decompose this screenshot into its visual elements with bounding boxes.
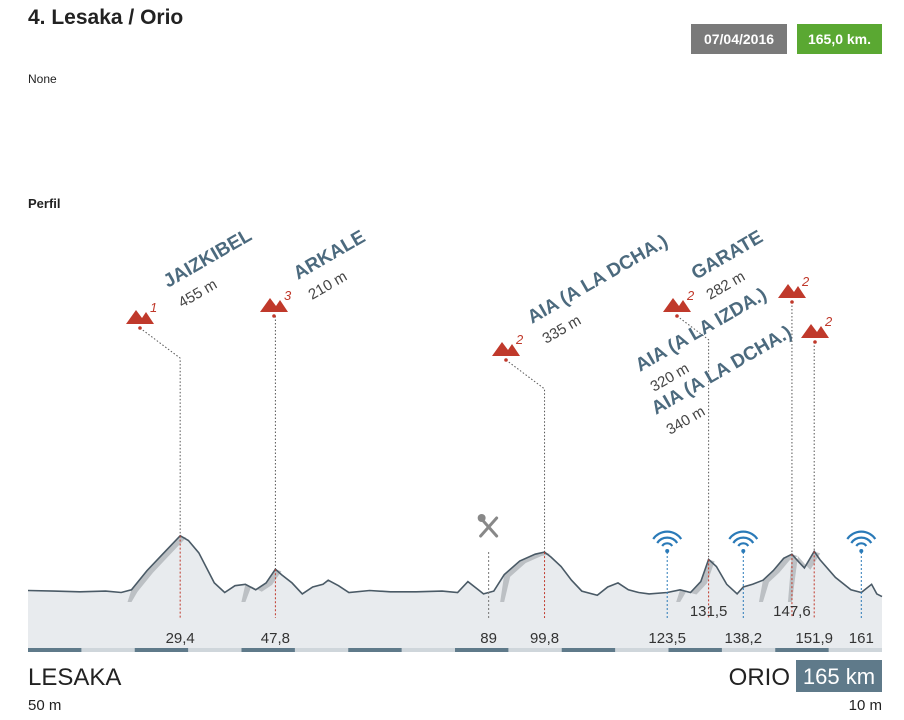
fork-knife-icon	[477, 514, 499, 538]
signal-arc-inner	[855, 542, 868, 547]
total-distance: 165 km	[803, 664, 875, 689]
start-place: LESAKA	[28, 664, 121, 691]
sprint-signal-icon	[652, 530, 683, 553]
total-distance-box	[796, 660, 882, 692]
km-label: 47,8	[261, 630, 290, 647]
km-label: 151,9	[795, 630, 833, 647]
distance-badge: 165,0 km.	[797, 24, 882, 54]
signal-arc-outer	[728, 530, 759, 540]
sprint-signal-icon	[728, 530, 759, 553]
fork-head	[477, 514, 486, 522]
guide-dot	[504, 358, 508, 362]
stage-title: 4. Lesaka / Orio	[28, 6, 184, 29]
climb-category: 2	[515, 332, 524, 347]
signal-arc-outer	[652, 530, 683, 540]
mountain-icon	[260, 298, 288, 312]
climb-guide	[139, 327, 181, 536]
start-altitude: 50 m	[28, 697, 61, 714]
climb-shade	[758, 554, 798, 602]
profile-line	[27, 534, 883, 598]
climb-shade	[241, 569, 282, 602]
climb-guide	[676, 315, 710, 560]
distance-bar-segment	[348, 646, 402, 652]
mountain-icon	[663, 298, 691, 312]
climb-category: 3	[284, 288, 292, 303]
stage-description: None	[28, 72, 57, 86]
knife-icon	[479, 516, 499, 538]
climb-category: 1	[150, 300, 157, 315]
km-label: 99,8	[530, 630, 559, 647]
mountain-icon	[492, 342, 520, 356]
climb-category: 2	[824, 314, 833, 329]
climb-category: 2	[686, 288, 695, 303]
distance-bar-segment	[134, 646, 189, 652]
distance-bar-segment	[241, 646, 295, 652]
climb-shade	[787, 551, 821, 602]
climb-guide	[505, 359, 546, 553]
guide-dot	[813, 340, 817, 344]
signal-arc-middle	[656, 536, 679, 544]
distance-bar-segment	[775, 646, 829, 652]
distance-bar-segment	[455, 646, 509, 652]
finish-altitude: 10 m	[849, 697, 882, 714]
km-label: 29,4	[166, 630, 195, 647]
climb-shade	[500, 552, 551, 602]
mountain-icon	[801, 324, 829, 338]
km-label: 138,2	[725, 630, 763, 647]
finish-place: ORIO	[729, 664, 790, 691]
climb-category: 2	[801, 274, 810, 289]
signal-dot	[859, 549, 864, 553]
km-label: 89	[480, 630, 497, 647]
mountain-icon	[126, 310, 154, 324]
signal-arc-middle	[732, 536, 755, 544]
signal-dot	[665, 549, 670, 553]
signal-arc-inner	[737, 542, 750, 547]
km-label: 131,5	[690, 603, 728, 620]
km-label: 123,5	[648, 630, 686, 647]
profile-title: Perfil	[28, 196, 61, 211]
signal-dot	[741, 549, 746, 553]
guide-dot	[675, 314, 679, 318]
signal-arc-outer	[846, 530, 877, 540]
signal-arc-inner	[661, 542, 674, 547]
guide-dot	[790, 300, 794, 304]
distance-bar-segment	[28, 646, 82, 652]
guide-dot	[138, 326, 142, 330]
guide-dot	[272, 314, 276, 318]
climb-shade	[127, 535, 187, 602]
date-badge: 07/04/2016	[691, 24, 787, 54]
distance-bar-segment	[561, 646, 616, 652]
sprint-signal-icon	[846, 530, 877, 553]
distance-bar-segment	[668, 646, 722, 652]
mountain-icon	[778, 284, 806, 298]
signal-arc-middle	[850, 536, 873, 544]
climb-name: AIA (A LA DCHA.)	[524, 231, 672, 328]
km-label: 147,6	[773, 603, 811, 620]
km-label: 161	[849, 630, 874, 647]
profile-area	[28, 535, 882, 648]
